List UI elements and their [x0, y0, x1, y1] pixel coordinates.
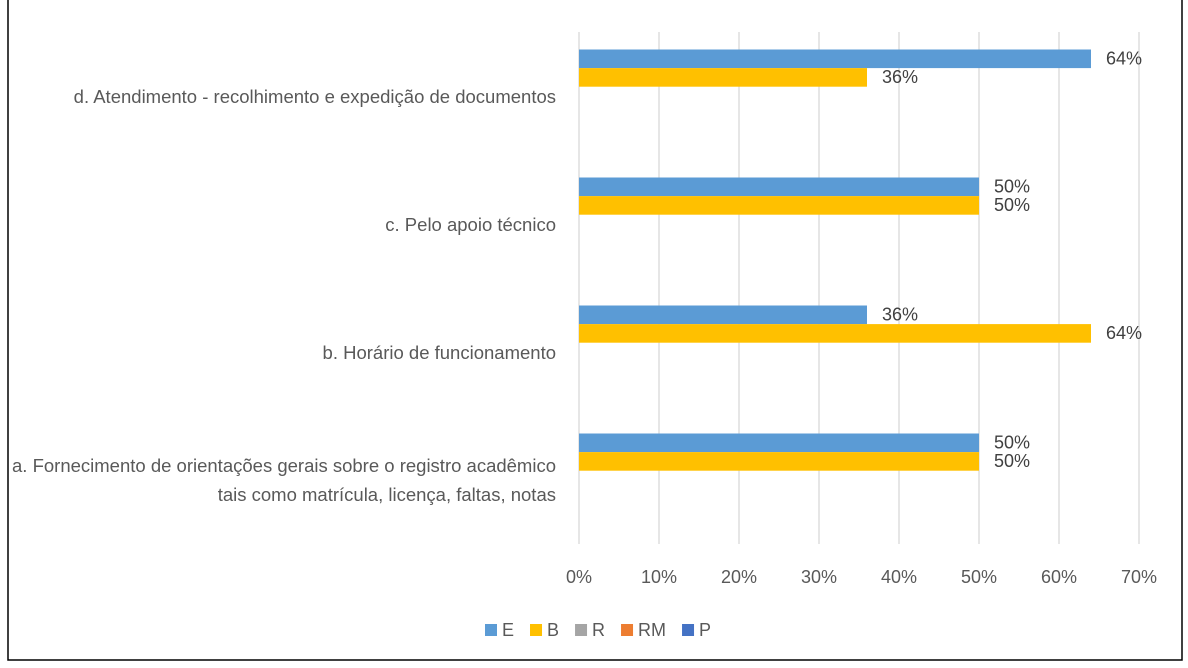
- y-tick-label: c. Pelo apoio técnico: [385, 213, 556, 235]
- legend-swatch: [485, 624, 497, 636]
- data-label: 50%: [994, 177, 1030, 197]
- bar: [579, 177, 979, 197]
- legend-label: B: [547, 620, 559, 640]
- legend-swatch: [575, 624, 588, 636]
- legend-swatch: [682, 624, 695, 636]
- data-label: 64%: [1106, 49, 1142, 69]
- data-label: 36%: [882, 67, 918, 87]
- legend-label: R: [592, 620, 605, 640]
- y-tick-label: d. Atendimento - recolhimento e expediçã…: [73, 85, 556, 107]
- data-label: 36%: [882, 305, 918, 325]
- x-tick-label: 70%: [1121, 567, 1157, 587]
- x-tick-label: 30%: [801, 567, 837, 587]
- data-label: 64%: [1106, 323, 1142, 343]
- chart-border: [7, 0, 1183, 661]
- y-tick-label: b. Horário de funcionamento: [322, 341, 556, 363]
- legend-label: RM: [638, 620, 666, 640]
- x-tick-label: 60%: [1041, 567, 1077, 587]
- bar: [579, 196, 979, 215]
- bar: [579, 68, 867, 87]
- bar: [579, 324, 1091, 343]
- data-label: 50%: [994, 195, 1030, 215]
- y-tick-label: a. Fornecimento de orientações gerais so…: [12, 455, 556, 505]
- x-tick-label: 40%: [881, 567, 917, 587]
- data-label: 50%: [994, 451, 1030, 471]
- legend-swatch: [621, 624, 634, 636]
- legend-swatch: [530, 624, 543, 636]
- x-tick-label: 20%: [721, 567, 757, 587]
- legend-label: P: [699, 620, 711, 640]
- data-label: 50%: [994, 433, 1030, 453]
- legend-label: E: [502, 620, 514, 640]
- bar: [579, 452, 979, 471]
- bar: [579, 305, 867, 325]
- bar: [579, 433, 979, 453]
- x-tick-label: 0%: [566, 567, 592, 587]
- x-tick-label: 50%: [961, 567, 997, 587]
- bar: [579, 49, 1091, 69]
- x-tick-label: 10%: [641, 567, 677, 587]
